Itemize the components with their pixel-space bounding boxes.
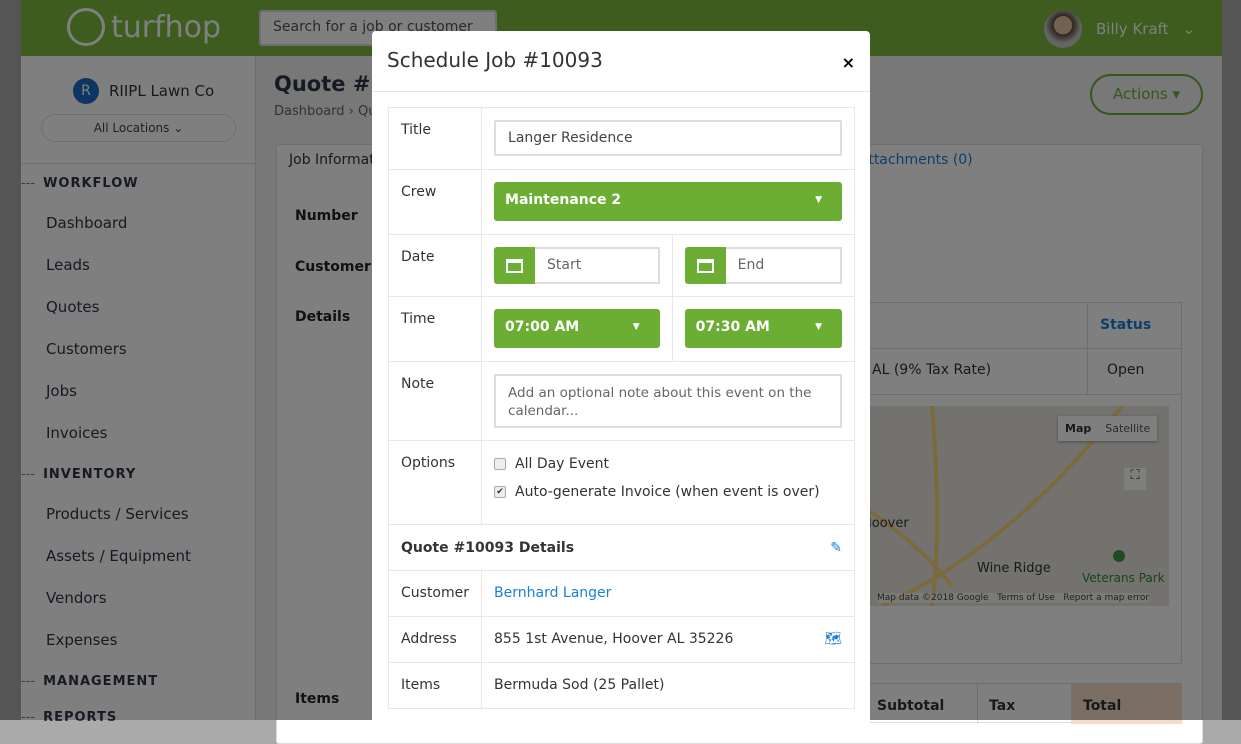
time-label: Time (387, 296, 483, 362)
close-button[interactable]: × (841, 53, 855, 72)
schedule-job-modal: Schedule Job #10093 × Title Langer Residen… (372, 31, 870, 731)
address-value: 855 1st Avenue, Hoover AL 35226 (494, 631, 734, 647)
map-icon[interactable]: 🗺 (824, 631, 842, 647)
start-date-input[interactable]: Start (494, 247, 660, 284)
crew-select[interactable]: Maintenance 2 ▼ (494, 182, 842, 221)
end-time-select[interactable]: 07:30 AM ▼ (684, 309, 842, 348)
pencil-icon[interactable]: ✎ (830, 540, 842, 556)
customer-label: Customer (387, 570, 483, 617)
title-input[interactable]: Langer Residence (494, 120, 842, 156)
crew-label: Crew (387, 169, 483, 235)
auto-invoice-checkbox[interactable]: ✔ Auto-generate Invoice (when event is ov… (494, 484, 842, 500)
date-label: Date (387, 234, 483, 297)
caret-down-icon: ▼ (632, 322, 640, 332)
end-date-input[interactable]: End (684, 247, 842, 284)
customer-link[interactable]: Bernhard Langer (494, 585, 612, 601)
address-label: Address (387, 616, 483, 663)
calendar-icon[interactable] (684, 247, 726, 284)
caret-down-icon: ▼ (815, 195, 822, 205)
modal-title: Schedule Job #10093 (387, 48, 603, 72)
all-day-checkbox[interactable]: All Day Event (494, 456, 842, 472)
title-label: Title (387, 107, 483, 170)
note-textarea[interactable]: Add an optional note about this event on… (494, 374, 842, 428)
options-label: Options (387, 440, 483, 525)
items-value: Bermuda Sod (25 Pallet) (494, 677, 665, 693)
items-label: Items (387, 662, 483, 709)
calendar-icon[interactable] (494, 247, 536, 284)
details-title: Quote #10093 Details (401, 540, 575, 556)
caret-down-icon: ▼ (815, 322, 822, 332)
start-time-select[interactable]: 07:00 AM ▼ (494, 309, 660, 348)
schedule-form: Title Langer Residence Crew Maintenance 2 ▼… (387, 107, 856, 709)
note-label: Note (387, 361, 483, 441)
